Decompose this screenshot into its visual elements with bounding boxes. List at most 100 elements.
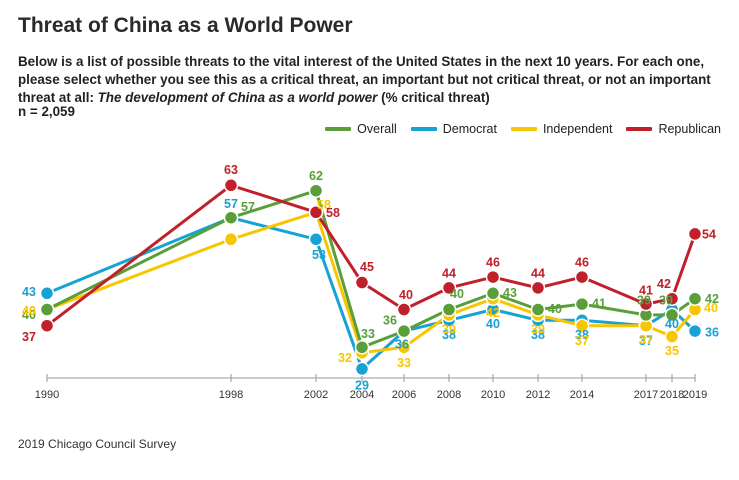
subtitle-text: Below is a list of possible threats to t… bbox=[18, 54, 711, 105]
data-label-overall-2010: 43 bbox=[503, 286, 517, 300]
data-label-republican-1990: 37 bbox=[22, 330, 36, 344]
data-label-republican-2014: 46 bbox=[575, 256, 589, 270]
x-tick-label-1998: 1998 bbox=[219, 389, 243, 401]
point-overall-2004 bbox=[354, 340, 370, 355]
point-overall-2010 bbox=[485, 286, 501, 301]
x-tick-label-2008: 2008 bbox=[437, 389, 461, 401]
point-republican-1998 bbox=[223, 178, 239, 193]
point-republican-2008 bbox=[441, 280, 457, 296]
point-overall-2002 bbox=[308, 183, 324, 198]
data-label-overall-2012: 40 bbox=[548, 302, 562, 316]
data-label-democrat-2006: 36 bbox=[395, 338, 409, 352]
subtitle-suffix: (% critical threat) bbox=[377, 90, 490, 105]
data-label-republican-1998: 63 bbox=[224, 163, 238, 177]
source-note: 2019 Chicago Council Survey bbox=[18, 437, 177, 451]
x-tick-label-2012: 2012 bbox=[526, 389, 550, 401]
point-independent-2006 bbox=[396, 340, 412, 355]
legend-swatch-overall bbox=[325, 127, 352, 131]
data-label-democrat-2004: 29 bbox=[355, 378, 369, 392]
point-overall-2012 bbox=[530, 302, 546, 317]
data-label-republican-2010: 46 bbox=[486, 256, 500, 270]
x-tick-label-2019: 2019 bbox=[683, 389, 707, 401]
legend-swatch-democrat bbox=[410, 127, 437, 131]
sample-size: n = 2,059 bbox=[18, 104, 75, 119]
data-label-democrat-2018: 40 bbox=[665, 317, 679, 331]
data-label-republican-2008: 44 bbox=[442, 266, 456, 280]
x-tick-label-2002: 2002 bbox=[304, 389, 328, 401]
chart-title: Threat of China as a World Power bbox=[18, 14, 353, 37]
data-label-democrat-2014: 38 bbox=[575, 328, 589, 342]
data-label-independent-2008: 39 bbox=[442, 322, 456, 336]
data-label-overall-2018: 39 bbox=[659, 293, 673, 307]
data-label-independent-2004: 32 bbox=[338, 351, 352, 365]
point-democrat-2004 bbox=[354, 361, 370, 377]
x-tick-label-2014: 2014 bbox=[570, 389, 594, 401]
subtitle-question: The development of China as a world powe… bbox=[97, 90, 378, 105]
x-tick-label-2006: 2006 bbox=[392, 389, 416, 401]
data-label-independent-2017: 37 bbox=[639, 333, 653, 347]
data-label-independent-2012: 39 bbox=[531, 322, 545, 336]
data-label-overall-2004: 33 bbox=[361, 327, 375, 341]
point-republican-2018 bbox=[664, 291, 680, 306]
legend-swatch-independent bbox=[510, 127, 537, 131]
legend-item-republican: Republican bbox=[626, 122, 721, 136]
data-label-republican-2012: 44 bbox=[531, 266, 545, 280]
x-tick-label-2017: 2017 bbox=[634, 389, 658, 401]
point-republican-2012 bbox=[530, 280, 546, 296]
legend-item-independent: Independent bbox=[510, 122, 613, 136]
point-republican-2017 bbox=[638, 296, 654, 312]
point-overall-1990 bbox=[39, 302, 55, 317]
data-label-republican-2002: 58 bbox=[326, 206, 340, 220]
data-label-independent-2010: 42 bbox=[486, 306, 500, 320]
data-label-democrat-2012: 38 bbox=[531, 328, 545, 342]
point-republican-2006 bbox=[396, 302, 412, 317]
legend-item-democrat: Democrat bbox=[410, 122, 497, 136]
data-label-overall-2002: 62 bbox=[309, 169, 323, 183]
data-label-independent-2002: 58 bbox=[317, 198, 331, 212]
x-tick-label-1990: 1990 bbox=[35, 389, 59, 401]
data-label-overall-2017: 39 bbox=[637, 293, 651, 307]
point-overall-2019 bbox=[687, 291, 703, 306]
point-overall-1998 bbox=[223, 210, 239, 225]
point-republican-2004 bbox=[354, 275, 370, 290]
data-label-republican-2019: 54 bbox=[702, 227, 716, 241]
data-label-republican-2006: 40 bbox=[399, 288, 413, 302]
data-label-overall-1990: 40 bbox=[22, 308, 36, 322]
point-overall-2008 bbox=[441, 302, 457, 317]
x-tick-label-2018: 2018 bbox=[660, 389, 684, 401]
data-label-democrat-2017: 37 bbox=[639, 334, 653, 348]
point-independent-2018 bbox=[664, 329, 680, 344]
legend-label-republican: Republican bbox=[658, 122, 721, 136]
point-democrat-1990 bbox=[39, 286, 55, 301]
legend-item-overall: Overall bbox=[325, 122, 397, 136]
data-label-overall-2006: 36 bbox=[383, 314, 397, 328]
point-democrat-2002 bbox=[308, 232, 324, 247]
data-label-democrat-2019: 36 bbox=[705, 326, 719, 340]
data-label-democrat-2008: 38 bbox=[442, 328, 456, 342]
data-label-democrat-2010: 40 bbox=[486, 317, 500, 331]
data-label-independent-1990: 40 bbox=[22, 304, 36, 318]
legend-label-independent: Independent bbox=[542, 122, 613, 136]
data-label-democrat-1998: 57 bbox=[224, 197, 238, 211]
point-democrat-2019 bbox=[687, 323, 703, 339]
point-independent-1998 bbox=[223, 232, 239, 247]
legend-label-overall: Overall bbox=[357, 122, 397, 136]
data-label-overall-2014: 41 bbox=[592, 297, 606, 311]
data-label-democrat-1990: 43 bbox=[22, 285, 36, 299]
data-label-republican-2017: 41 bbox=[639, 284, 653, 298]
point-independent-2014 bbox=[574, 318, 590, 333]
legend-swatch-republican bbox=[626, 127, 653, 131]
chart-legend: Overall Democrat Independent Republican bbox=[325, 122, 721, 136]
chart-subtitle: Below is a list of possible threats to t… bbox=[18, 53, 723, 107]
series-line-democrat bbox=[45, 216, 697, 371]
point-overall-2014 bbox=[574, 296, 590, 312]
data-label-overall-2008: 40 bbox=[450, 287, 464, 301]
data-label-independent-2018: 35 bbox=[665, 344, 679, 358]
data-label-democrat-2002: 53 bbox=[312, 248, 326, 262]
point-overall-2006 bbox=[396, 323, 412, 339]
data-label-independent-2019: 40 bbox=[704, 301, 718, 315]
legend-label-democrat: Democrat bbox=[442, 122, 497, 136]
point-republican-2014 bbox=[574, 269, 590, 285]
data-label-republican-2004: 45 bbox=[360, 260, 374, 274]
